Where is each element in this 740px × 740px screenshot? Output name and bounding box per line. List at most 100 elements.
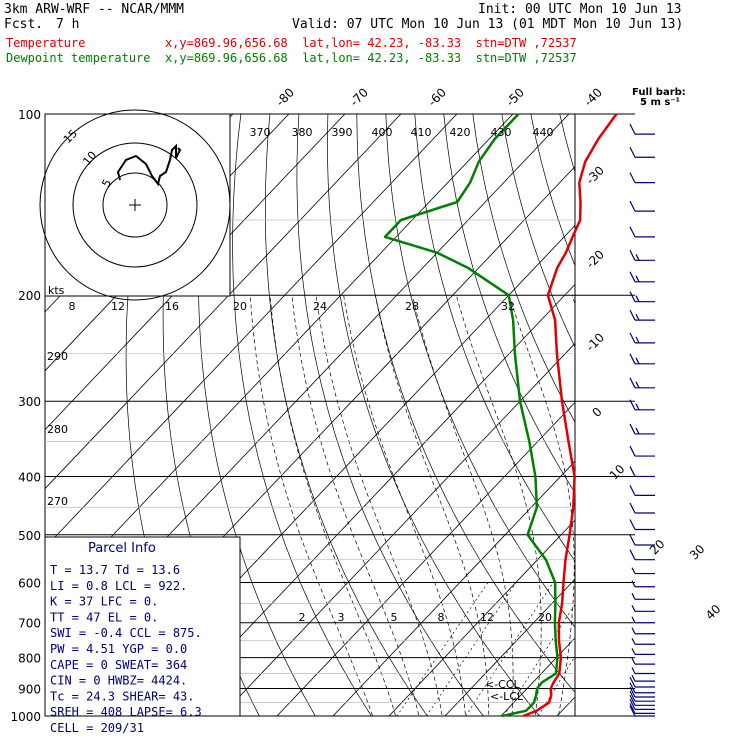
speed-tick-label: 12 <box>111 300 125 313</box>
dewpoint-legend: Dewpoint temperature x,y=869.96,656.68 l… <box>6 51 577 65</box>
valid-time: Valid: 07 UTC Mon 10 Jun 13 (01 MDT Mon … <box>292 17 684 32</box>
speed-tick-label: 20 <box>233 300 247 313</box>
pressure-tick-label: 1000 <box>10 710 41 724</box>
wind-barbs <box>629 123 655 717</box>
wind-barb <box>629 519 655 531</box>
wind-barb <box>629 226 655 238</box>
wind-barb <box>629 423 655 435</box>
theta-e-label: 420 <box>450 126 471 139</box>
pressure-tick-label: 600 <box>18 576 41 590</box>
speed-tick-label: 32 <box>501 300 515 313</box>
parcel-info-row: T = 13.7 Td = 13.6 <box>50 563 180 577</box>
mixing-ratio-label: 12 <box>480 611 494 624</box>
forecast-hour: 7 h <box>56 17 80 32</box>
isotherm-line <box>332 460 575 716</box>
isotherm-line <box>220 342 575 716</box>
isotherm-line <box>657 86 740 728</box>
isotherm-right-label: -20 <box>583 247 607 271</box>
hodograph-units-label: kts <box>48 284 65 297</box>
moist-adiabat-line <box>571 295 575 305</box>
theta-e-label: 390 <box>332 126 353 139</box>
moist-adiabat-line <box>343 295 466 716</box>
wind-barb <box>629 466 655 478</box>
temperature-legend: Temperature x,y=869.96,656.68 lat,lon= 4… <box>6 36 577 50</box>
barb-key-unit: 5 m s⁻¹ <box>640 97 680 108</box>
isotherm-right-label: -30 <box>583 163 607 187</box>
isotherm-line <box>45 114 346 431</box>
dry-adiabat-line <box>610 87 740 729</box>
wind-barb <box>631 593 655 600</box>
mixing-ratio-label: 8 <box>438 611 445 624</box>
isotherm-line <box>713 86 740 728</box>
wind-barb <box>629 353 655 365</box>
mixing-ratio-line <box>576 582 664 728</box>
moist-adiabat-line <box>315 295 443 716</box>
parcel-info-row: K = 37 LFC = 0. <box>50 595 158 609</box>
wind-barb <box>631 580 655 588</box>
wind-barb <box>629 377 655 389</box>
isotherm-line <box>45 114 458 549</box>
isotherm-top-label: -60 <box>425 85 449 109</box>
wind-barb <box>629 703 655 714</box>
hodograph-ring <box>102 172 168 238</box>
wind-barb <box>629 682 655 694</box>
isotherm-right-label: -10 <box>583 330 607 354</box>
wind-barb <box>631 605 655 612</box>
pressure-tick-label: 400 <box>18 470 41 484</box>
isotherm-top-label: -50 <box>503 85 527 109</box>
dewpoint-trace <box>383 113 559 718</box>
sounding-traces <box>383 113 618 718</box>
moist-adiabat-line <box>374 295 490 716</box>
wind-barb <box>629 549 655 561</box>
parcel-info-row: CAPE = 0 SWEAT= 364 <box>50 658 187 672</box>
parcel-info-row: SWI = -0.4 CCL = 875. <box>50 626 202 640</box>
parcel-info-row: CELL = 209/31 <box>50 721 144 735</box>
parcel-info-row: PW = 4.51 YGP = 0.0 <box>50 642 187 656</box>
moist-adiabat-line <box>291 295 420 716</box>
mixing-ratio-line <box>465 582 554 716</box>
mixing-ratio-line <box>426 582 517 716</box>
isotherm-line <box>45 114 402 490</box>
theta-e-label: 370 <box>250 126 271 139</box>
isotherm-line <box>164 283 575 716</box>
isotherm-line <box>601 86 740 728</box>
speed-tick-label: 8 <box>69 300 76 313</box>
wind-barb <box>629 309 655 321</box>
wind-barb <box>629 690 655 702</box>
forecast-label: Fcst. <box>4 17 44 32</box>
dry-adiabat-line <box>723 87 740 729</box>
wind-barb <box>631 616 655 624</box>
isotherm-line <box>45 114 514 608</box>
isotherm-right-label: 0 <box>590 405 605 420</box>
wind-barb <box>631 648 655 655</box>
dry-adiabat-line <box>695 87 740 729</box>
isotherm-line <box>444 578 575 716</box>
wind-barb <box>629 250 655 261</box>
hodograph-ring <box>39 109 231 301</box>
isotherm-right-label: 40 <box>703 602 724 623</box>
wind-barb <box>629 172 655 184</box>
hodograph-ring <box>72 142 198 268</box>
wind-barb <box>629 534 655 546</box>
wind-barb <box>629 686 655 698</box>
dry-adiabat-line <box>582 87 740 729</box>
pressure-tick-label: 100 <box>18 108 41 122</box>
wind-barb <box>629 705 655 717</box>
parcel-info-row: LI = 0.8 LCL = 922. <box>50 579 187 593</box>
moist-adiabat-line <box>411 295 514 716</box>
ccl-marker-label: <-CCL <box>485 678 521 691</box>
theta-label: 270 <box>47 495 68 508</box>
pressure-tick-label: 300 <box>18 395 41 409</box>
speed-tick-label: 16 <box>165 300 179 313</box>
theta-label: 290 <box>47 350 68 363</box>
pressure-tick-label: 800 <box>18 652 41 666</box>
isotherm-top-label: -40 <box>581 85 605 109</box>
wind-barb <box>629 332 655 344</box>
isotherm-line <box>276 401 575 716</box>
theta-e-label: 410 <box>411 126 432 139</box>
wind-barb <box>631 627 655 635</box>
theta-e-label: 400 <box>372 126 393 139</box>
mixing-ratio-label: 3 <box>338 611 345 624</box>
